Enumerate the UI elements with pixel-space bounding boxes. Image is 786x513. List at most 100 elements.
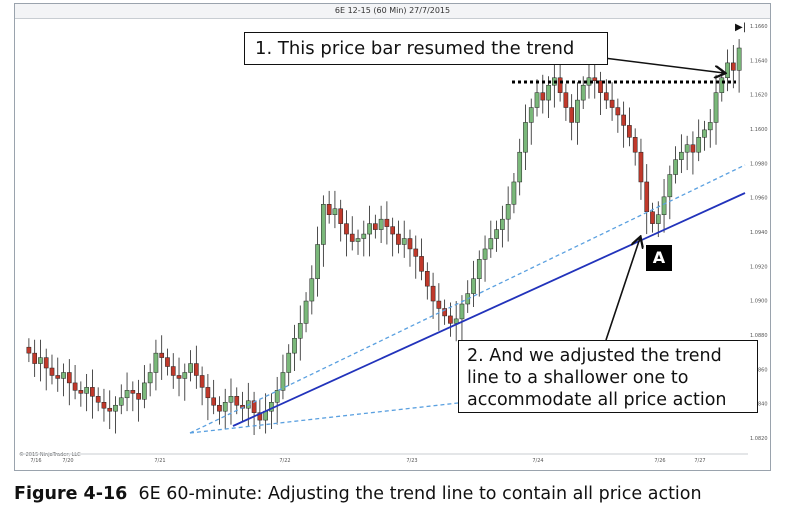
candle: [534, 92, 540, 108]
candle: [644, 181, 650, 212]
shallow-trendline: [189, 164, 746, 434]
candle: [500, 218, 505, 230]
candle: [459, 303, 465, 320]
candle: [176, 375, 182, 379]
arrow-to-marker-a: [605, 238, 640, 341]
candle: [430, 285, 436, 302]
candle: [690, 144, 696, 153]
candle: [702, 129, 707, 138]
candle: [355, 238, 361, 242]
candle: [569, 107, 574, 123]
candle: [32, 352, 37, 364]
y-tick-label: 1.0840: [750, 402, 768, 408]
y-tick-label: 1.0980: [750, 161, 768, 167]
candle: [228, 396, 234, 403]
candle: [321, 204, 326, 245]
x-tick-label: 7/20: [62, 458, 73, 464]
candle: [142, 382, 147, 400]
candle: [124, 390, 130, 399]
y-tick-label: 1.0860: [750, 367, 768, 373]
candle: [373, 223, 378, 230]
candle: [303, 300, 309, 324]
candle: [72, 382, 78, 391]
y-tick-label: 1.0920: [750, 264, 768, 270]
y-tick-label: 1.1600: [750, 127, 768, 133]
figure-label: Figure 4-16: [14, 484, 128, 504]
candle: [153, 352, 159, 373]
candle: [523, 122, 528, 153]
y-tick-label: 1.0960: [750, 196, 768, 202]
candle: [136, 393, 141, 400]
candle: [43, 357, 49, 369]
y-tick-label: 1.0820: [750, 436, 768, 442]
candle: [396, 233, 401, 245]
marker-a: A: [646, 245, 672, 271]
candle: [736, 47, 742, 71]
candle: [292, 338, 297, 354]
candle: [326, 204, 332, 215]
candle: [361, 233, 367, 239]
candle: [603, 92, 609, 101]
candle: [78, 390, 84, 394]
candle: [592, 77, 598, 81]
x-tick-label: 7/26: [654, 458, 665, 464]
candle: [632, 137, 638, 153]
arrow-to-resumed-bar: [603, 57, 724, 73]
candle: [696, 137, 702, 153]
chart-title: 6E 12-15 (60 Min) 27/7/2015: [15, 4, 770, 19]
candle: [257, 412, 263, 421]
candle: [488, 238, 494, 250]
candle: [222, 402, 228, 412]
y-tick-label: 1.0940: [750, 230, 768, 236]
shallow-trendline-lower: [189, 402, 459, 434]
candle: [188, 363, 193, 373]
candle: [211, 397, 216, 406]
candle: [182, 372, 188, 379]
candle: [627, 125, 632, 138]
x-tick-label: 7/22: [279, 458, 290, 464]
figure-caption: Figure 4-16 6E 60-minute: Adjusting the …: [14, 484, 702, 504]
steep-trendline: [232, 192, 746, 427]
candle: [707, 122, 713, 131]
scroll-to-end-icon[interactable]: ▶|: [735, 22, 747, 33]
candle: [476, 259, 482, 279]
candle: [471, 278, 476, 294]
candle: [378, 218, 384, 230]
candle: [580, 84, 586, 101]
candle: [309, 278, 315, 302]
candle: [147, 372, 153, 384]
candle: [107, 407, 113, 412]
candle: [638, 151, 644, 183]
candle: [731, 62, 736, 71]
candle: [280, 372, 286, 391]
candle: [251, 400, 257, 413]
candle: [349, 233, 355, 242]
candle: [234, 396, 240, 406]
candle: [482, 248, 488, 260]
candle: [517, 151, 523, 183]
candle: [170, 366, 176, 376]
candle: [667, 174, 673, 198]
candle: [609, 99, 615, 108]
candle: [684, 144, 690, 153]
candle: [274, 390, 280, 403]
candle: [575, 99, 580, 123]
callout-adjusted-trendline: 2. And we adjusted the trend line to a s…: [458, 340, 758, 413]
candle: [118, 397, 124, 406]
candle: [66, 372, 72, 384]
candle: [557, 77, 563, 93]
candle: [511, 181, 517, 205]
candle: [315, 244, 320, 279]
candle: [159, 352, 165, 358]
candle: [713, 92, 719, 123]
candle: [55, 375, 61, 379]
candle: [563, 92, 569, 108]
candle: [113, 404, 118, 412]
candle: [165, 357, 170, 367]
candle: [401, 238, 407, 245]
y-tick-label: 1.1660: [750, 24, 768, 30]
candle: [546, 84, 551, 101]
y-tick-label: 1.0880: [750, 333, 768, 339]
candle: [436, 300, 442, 309]
